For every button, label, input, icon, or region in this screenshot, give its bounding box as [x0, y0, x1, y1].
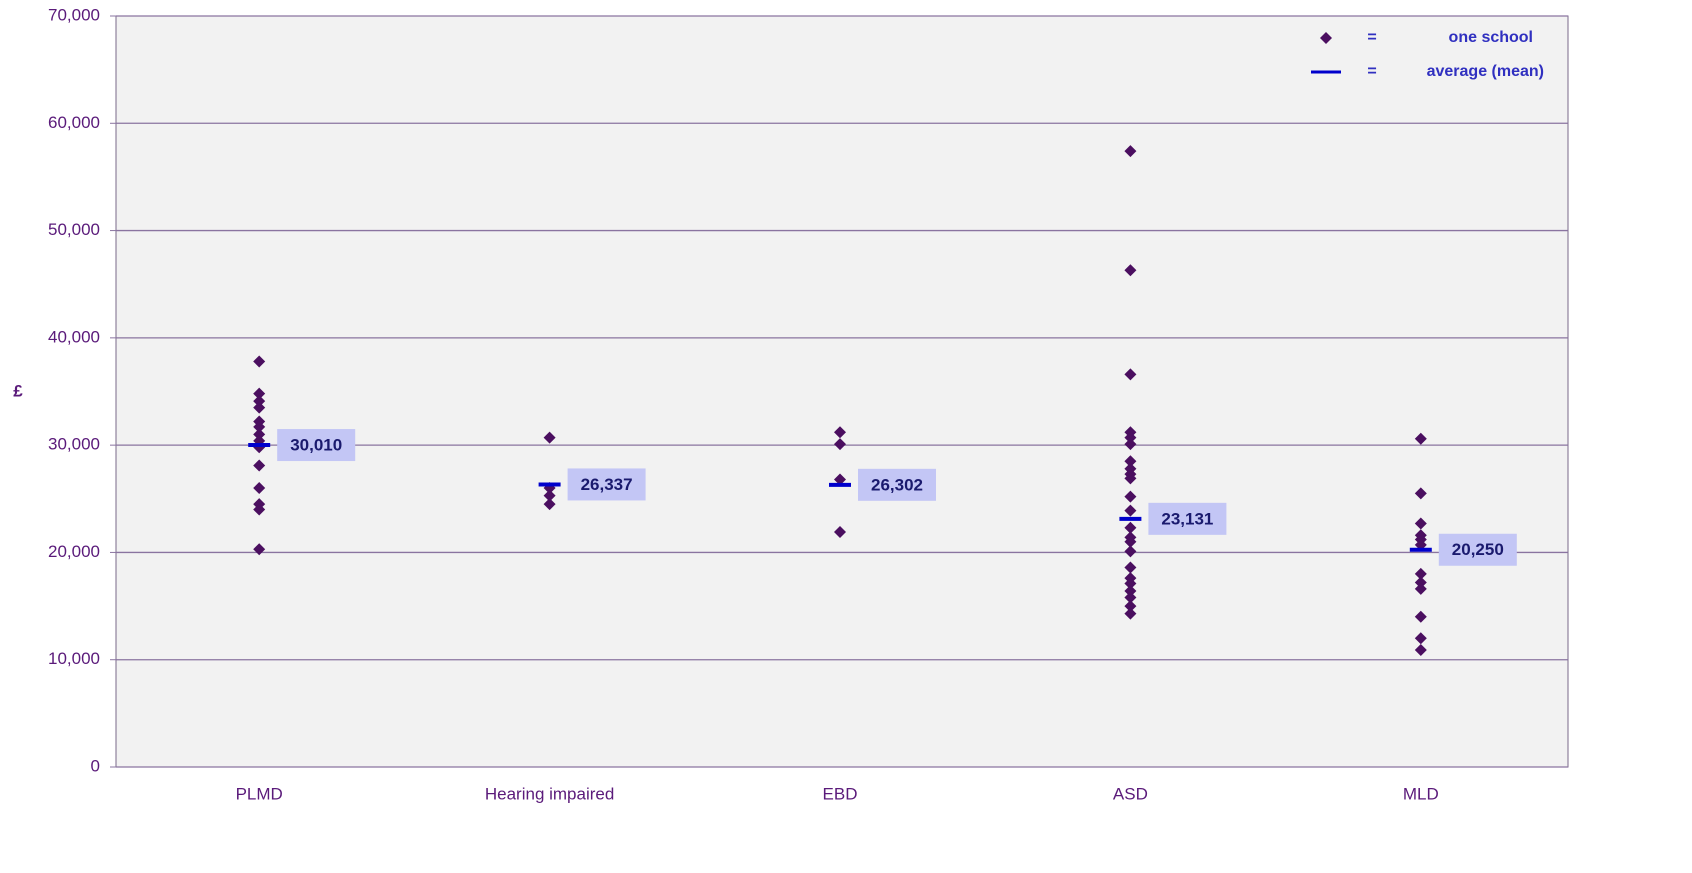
y-tick-label: 10,000: [48, 649, 100, 668]
point: [543, 489, 556, 502]
point: [1414, 517, 1427, 530]
point: [253, 387, 266, 400]
mean-label-box: [1148, 502, 1227, 535]
mean-label-box: [277, 429, 356, 462]
point: [253, 543, 266, 556]
legend-label: average (mean): [1427, 63, 1544, 80]
point: [1124, 535, 1137, 548]
plot-area: [115, 15, 1569, 768]
point: [1124, 591, 1137, 604]
mean-label: 20,250: [1452, 540, 1504, 559]
point: [1124, 472, 1137, 485]
y-tick-label: 60,000: [48, 113, 100, 132]
point: [834, 473, 846, 486]
y-tick-label: 0: [91, 756, 100, 775]
point: [1124, 504, 1137, 517]
legend-label: one school: [1449, 29, 1533, 46]
point: [1414, 644, 1427, 657]
point: [834, 526, 846, 539]
point: [543, 431, 556, 444]
mean-label-box: [1438, 533, 1517, 566]
point: [253, 355, 266, 368]
point: [834, 438, 846, 451]
point: [1414, 487, 1427, 500]
point: [1124, 600, 1137, 613]
point: [1124, 264, 1137, 277]
point: [1124, 490, 1137, 503]
y-axis-label: £: [13, 381, 23, 400]
point: [1414, 567, 1427, 580]
point: [834, 426, 846, 439]
point: [253, 503, 266, 516]
y-tick-label: 30,000: [48, 435, 100, 454]
point: [1124, 521, 1137, 534]
point: [1124, 607, 1137, 620]
mean-label: 30,010: [290, 436, 342, 455]
legend-equals: =: [1367, 63, 1376, 80]
y-tick-label: 50,000: [48, 220, 100, 239]
point: [1124, 431, 1137, 444]
legend-symbol: [1320, 32, 1332, 44]
point: [543, 498, 556, 511]
point: [253, 401, 266, 414]
point: [1414, 576, 1427, 589]
y-tick-label: 70,000: [48, 5, 100, 24]
legend-equals: =: [1367, 29, 1376, 46]
point: [1414, 582, 1427, 595]
point: [253, 482, 266, 495]
point: [1124, 561, 1137, 574]
y-tick-label: 20,000: [48, 542, 100, 561]
mean-label: 23,131: [1161, 509, 1213, 528]
point: [1414, 432, 1427, 445]
point: [1124, 438, 1137, 451]
x-tick-label: EBD: [823, 784, 858, 803]
point: [1414, 610, 1427, 623]
x-tick-label: ASD: [1113, 784, 1148, 803]
point: [1414, 632, 1427, 645]
point: [1124, 368, 1137, 381]
point: [1124, 577, 1137, 590]
point: [1124, 545, 1137, 558]
point: [253, 428, 266, 441]
x-tick-label: MLD: [1403, 784, 1439, 803]
point: [1124, 585, 1137, 598]
point: [1124, 455, 1137, 468]
x-tick-label: Hearing impaired: [485, 784, 614, 803]
point: [253, 459, 266, 472]
mean-label: 26,337: [581, 475, 633, 494]
mean-label-box: [567, 468, 646, 501]
mean-label: 26,302: [871, 475, 923, 494]
y-tick-label: 40,000: [48, 327, 100, 346]
point: [253, 420, 266, 433]
point: [253, 395, 266, 408]
mean-label-box: [858, 468, 936, 501]
x-tick-label: PLMD: [236, 784, 283, 803]
point: [1124, 145, 1137, 158]
